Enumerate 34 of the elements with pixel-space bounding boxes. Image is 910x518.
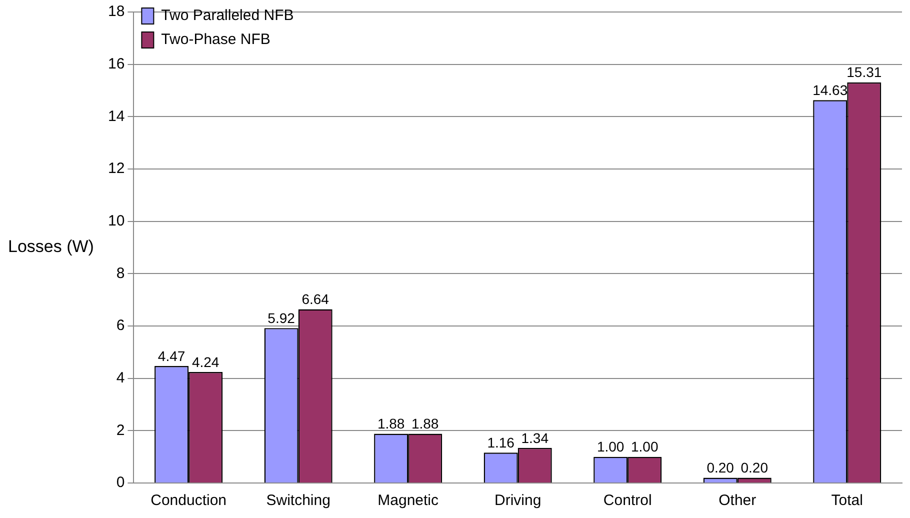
y-tick-label: 8 xyxy=(116,264,125,282)
data-label: 6.64 xyxy=(302,291,330,308)
y-tick-label: 4 xyxy=(116,369,125,386)
data-label: 0.20 xyxy=(740,460,768,476)
legend-label: Two-Phase NFB xyxy=(161,31,270,48)
x-tick-label: Switching xyxy=(266,492,330,510)
data-label: 1.88 xyxy=(411,416,439,432)
data-label: 4.47 xyxy=(158,348,186,364)
data-label: 1.00 xyxy=(630,438,658,455)
y-tick-label: 16 xyxy=(108,55,125,72)
x-tick-label: Driving xyxy=(494,492,542,510)
legend-label: Two Paralleled NFB xyxy=(161,7,294,24)
y-tick-label: 14 xyxy=(108,108,125,125)
data-label: 0.20 xyxy=(706,460,734,476)
y-tick-label: 12 xyxy=(108,160,125,178)
data-label: 1.88 xyxy=(377,416,405,432)
y-tick-label: 0 xyxy=(116,474,125,492)
y-tick-label: 18 xyxy=(108,3,125,20)
y-axis-title: Losses (W) xyxy=(8,237,94,256)
data-label: 1.16 xyxy=(487,434,515,451)
data-label: 4.24 xyxy=(192,354,220,370)
y-tick-label: 2 xyxy=(116,422,125,439)
y-tick-label: 6 xyxy=(116,317,125,334)
x-tick-label: Other xyxy=(718,492,756,510)
data-label: 1.00 xyxy=(596,438,624,455)
data-label: 1.34 xyxy=(521,430,549,446)
x-tick-label: Conduction xyxy=(150,492,227,510)
data-label: 15.31 xyxy=(846,64,882,80)
data-label: 5.92 xyxy=(268,310,296,326)
y-tick-label: 10 xyxy=(108,212,125,230)
x-tick-label: Total xyxy=(831,492,863,510)
x-tick-label: Magnetic xyxy=(378,492,440,510)
x-tick-label: Control xyxy=(603,492,652,510)
data-label: 14.63 xyxy=(812,82,848,98)
